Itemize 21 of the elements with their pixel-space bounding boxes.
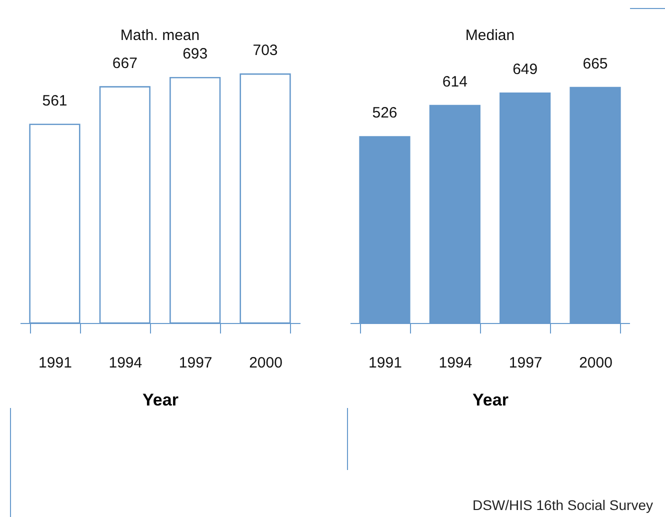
x-tick-label: 1997 xyxy=(508,354,542,372)
x-axis-title: Year xyxy=(142,390,179,410)
text: DSW/HIS 16th Social Survey xyxy=(472,497,653,513)
x-tick-label: 1994 xyxy=(438,354,472,372)
x-tick-label: 1991 xyxy=(368,354,402,372)
data-label: 526 xyxy=(372,104,398,122)
chart-title: Median xyxy=(465,27,515,44)
data-label: 665 xyxy=(582,56,608,73)
chart-title: Math. mean xyxy=(120,27,200,44)
data-label: 561 xyxy=(42,92,68,110)
data-label: 693 xyxy=(182,46,208,63)
x-tick-label: 2000 xyxy=(579,354,612,372)
data-label: 649 xyxy=(512,61,538,78)
x-axis-title: Year xyxy=(472,390,509,410)
data-label: 667 xyxy=(112,54,138,72)
x-tick-label: 1994 xyxy=(108,354,142,372)
data-label: 703 xyxy=(252,42,278,60)
x-tick-label: 2000 xyxy=(249,354,282,372)
x-tick-label: 1991 xyxy=(38,354,72,372)
x-tick-label: 1997 xyxy=(178,354,212,372)
data-label: 614 xyxy=(442,74,468,91)
